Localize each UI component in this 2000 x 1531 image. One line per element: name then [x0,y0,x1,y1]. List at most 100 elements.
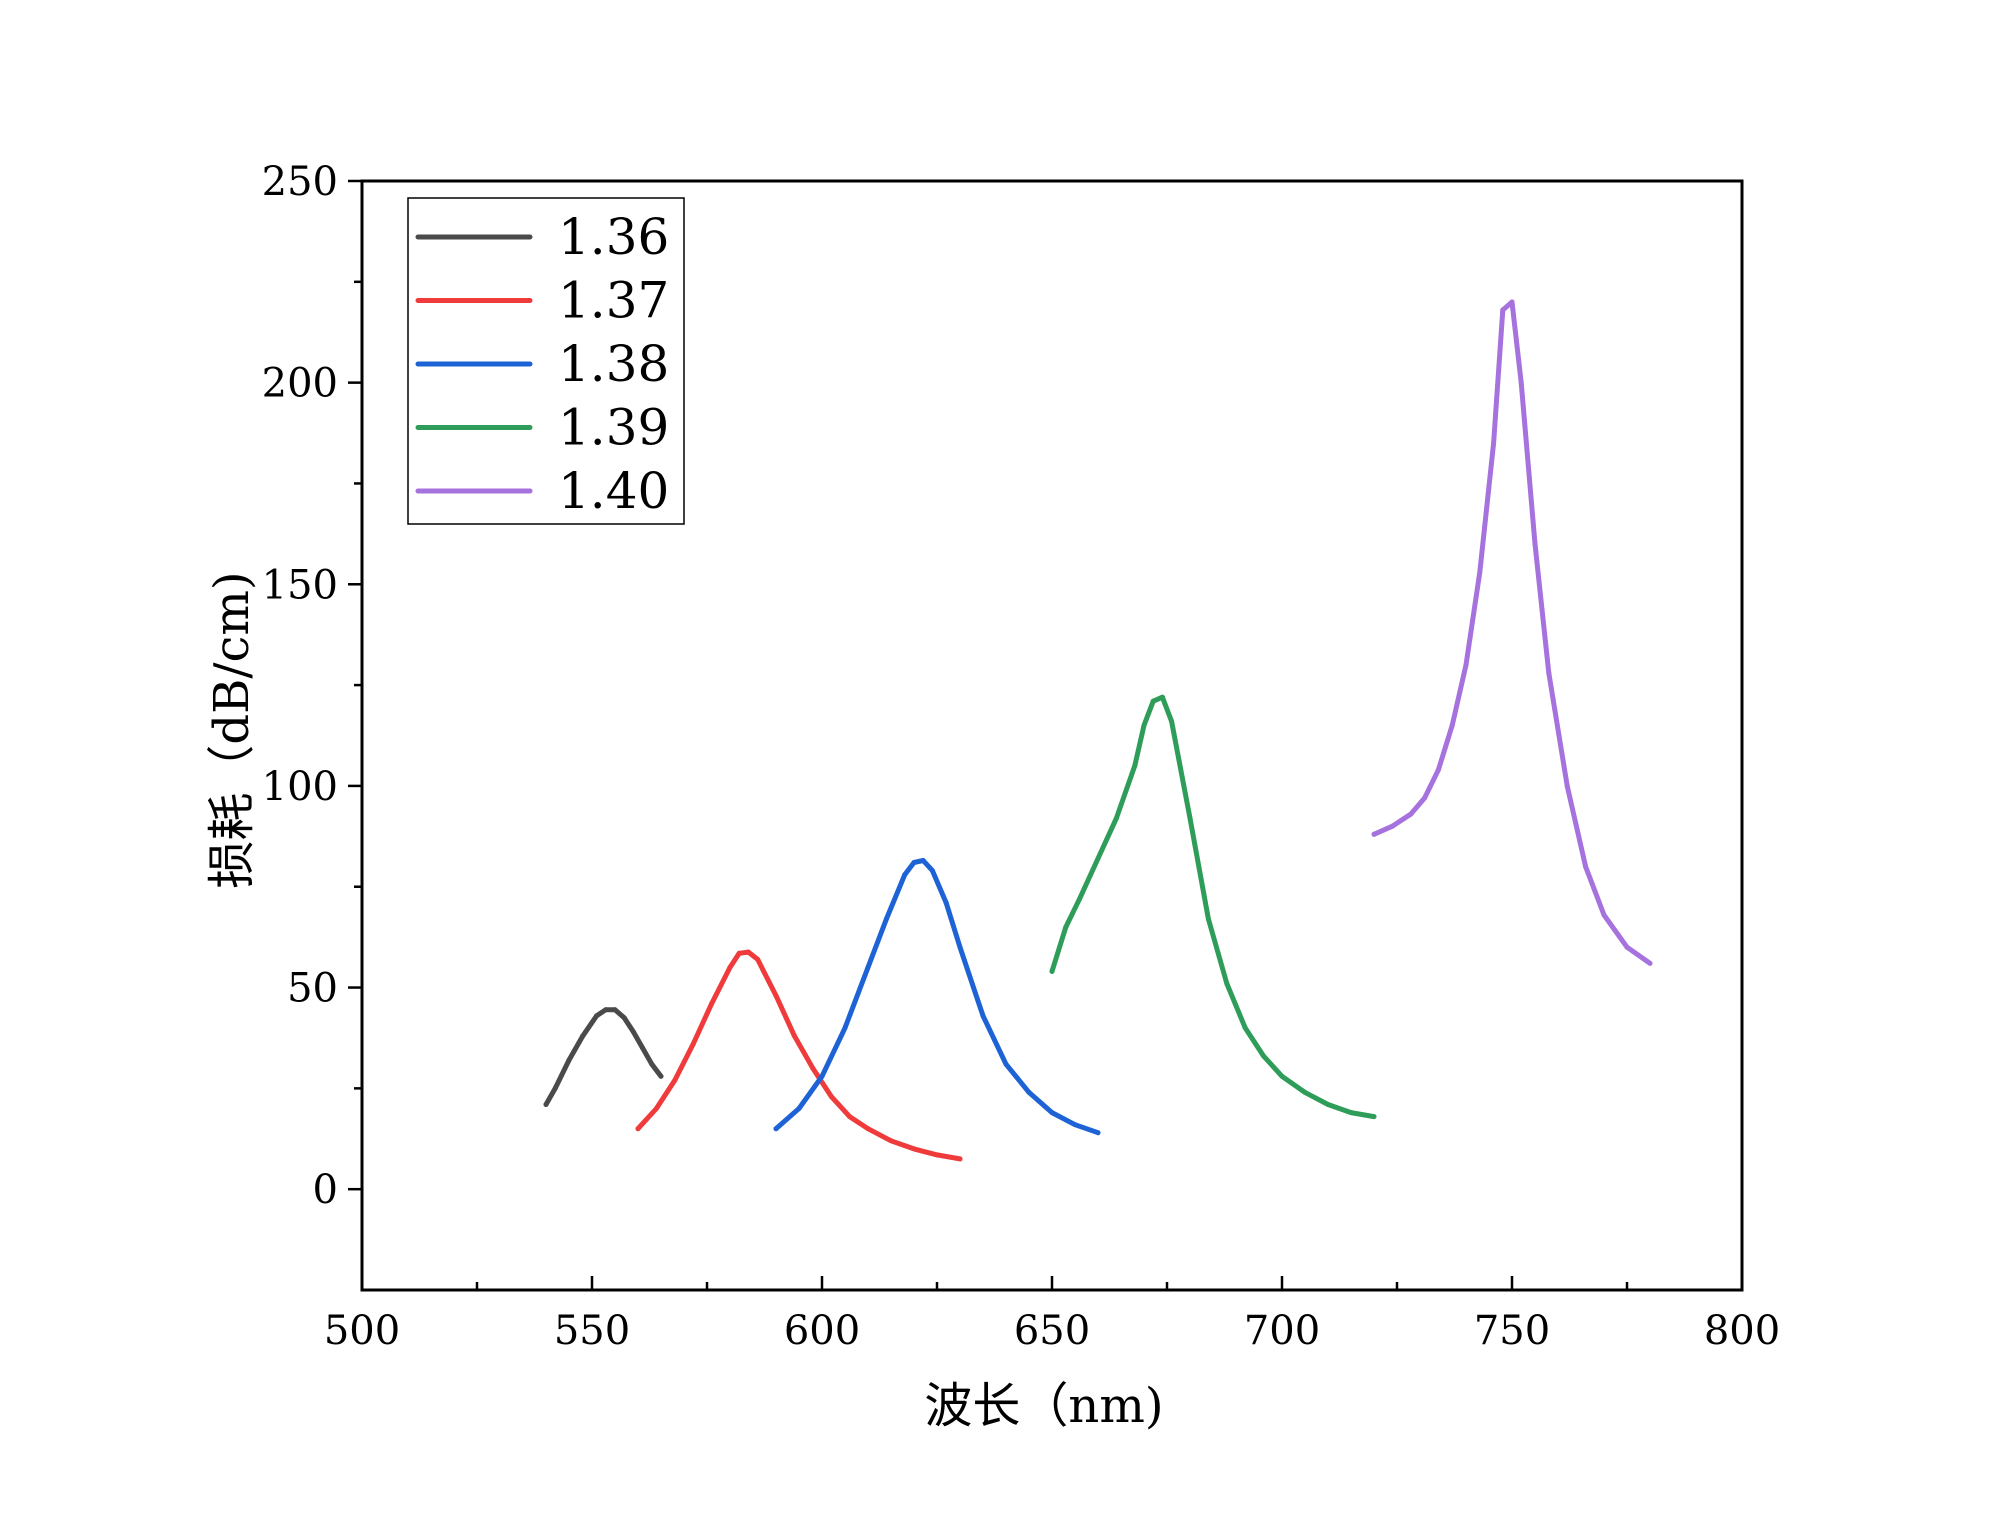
data-point [1159,694,1165,700]
data-point [1302,1089,1308,1095]
data-point [810,1065,816,1071]
data-point [1150,698,1156,704]
data-point [690,1041,696,1047]
data-point [888,1138,894,1144]
y-tick-label: 250 [262,159,338,205]
data-point [1325,1101,1331,1107]
data-point [709,1001,715,1007]
data-point [1532,541,1538,547]
data-point [1187,815,1193,821]
data-point [842,1025,848,1031]
legend-label: 1.38 [558,335,669,393]
data-point [819,1073,825,1079]
data-point [1049,968,1055,974]
data-point [773,1126,779,1132]
data-point [1095,855,1101,861]
data-point [1077,896,1083,902]
x-tick-label: 650 [1014,1308,1090,1354]
data-point [745,949,751,955]
legend-label: 1.40 [558,462,669,520]
data-point [911,860,917,866]
data-point [920,858,926,864]
data-point [621,1015,627,1021]
data-point [1224,981,1230,987]
x-tick-label: 800 [1704,1308,1780,1354]
series-1.36 [543,1007,664,1107]
series-line [773,858,1101,1136]
data-point [980,1013,986,1019]
data-point [1279,1073,1285,1079]
data-point [566,1057,572,1063]
data-point [773,993,779,999]
data-point [755,956,761,962]
data-point [1063,924,1069,930]
data-point [1463,662,1469,668]
data-point [649,1061,655,1067]
series-1.37 [635,949,963,1162]
data-point [1500,307,1506,313]
y-tick-label: 0 [313,1167,338,1213]
data-point [580,1033,586,1039]
legend-label: 1.36 [558,208,669,266]
y-tick-label: 100 [262,764,338,810]
data-point [934,1152,940,1158]
data-point [630,1029,636,1035]
data-point [1132,763,1138,769]
data-point [658,1073,664,1079]
data-point [847,1114,853,1120]
series-line [1049,694,1377,1120]
data-point [1242,1025,1248,1031]
data-point [1564,783,1570,789]
data-point [1095,1130,1101,1136]
data-point [1371,1114,1377,1120]
data-point [672,1077,678,1083]
legend-box [407,197,685,525]
plot-frame [360,179,1744,1292]
data-point [612,1007,618,1013]
series-1.39 [1049,694,1377,1120]
data-point [653,1106,659,1112]
data-point [796,1106,802,1112]
legend: 1.36 1.371.38 1.391.40 [407,197,685,525]
data-point [1647,960,1653,966]
data-point [1348,1110,1354,1116]
data-point [828,1093,834,1099]
data-point [640,1045,646,1051]
data-point [911,1146,917,1152]
series-1.40 [1371,299,1653,966]
data-point [1113,815,1119,821]
data-point [1049,1110,1055,1116]
data-point [1169,718,1175,724]
y-tick-label: 200 [262,361,338,407]
data-point [883,916,889,922]
data-point [1371,831,1377,837]
x-tick-label: 500 [324,1308,400,1354]
data-point [1491,440,1497,446]
data-point [1003,1061,1009,1067]
data-point [1026,1089,1032,1095]
data-point [1518,380,1524,386]
data-point [594,1013,600,1019]
y-tick-label: 150 [262,562,338,608]
data-point [1435,767,1441,773]
data-point [957,944,963,950]
data-point [1546,670,1552,676]
tick-marks [348,179,1744,1290]
x-tick-label: 750 [1474,1308,1550,1354]
series-lines [543,299,1653,1162]
x-axis-label: 波长（nm) [924,1378,1163,1434]
y-axis-label: 损耗（dB/cm) [204,571,260,888]
tick-labels: 500 550 600 650 700 750 800 0 50 100 150 200 250 [262,159,1781,1354]
data-point [865,1126,871,1132]
data-point [543,1101,549,1107]
data-point [902,872,908,878]
data-point [635,1126,641,1132]
data-point [1601,912,1607,918]
data-point [552,1085,558,1091]
legend-label: 1.39 [558,399,669,457]
data-point [736,950,742,956]
data-point [1261,1053,1267,1059]
data-point [791,1033,797,1039]
